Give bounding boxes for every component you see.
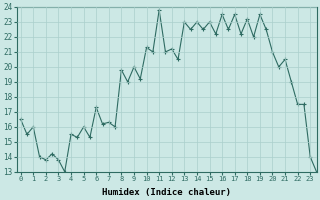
X-axis label: Humidex (Indice chaleur): Humidex (Indice chaleur) [102,188,231,197]
